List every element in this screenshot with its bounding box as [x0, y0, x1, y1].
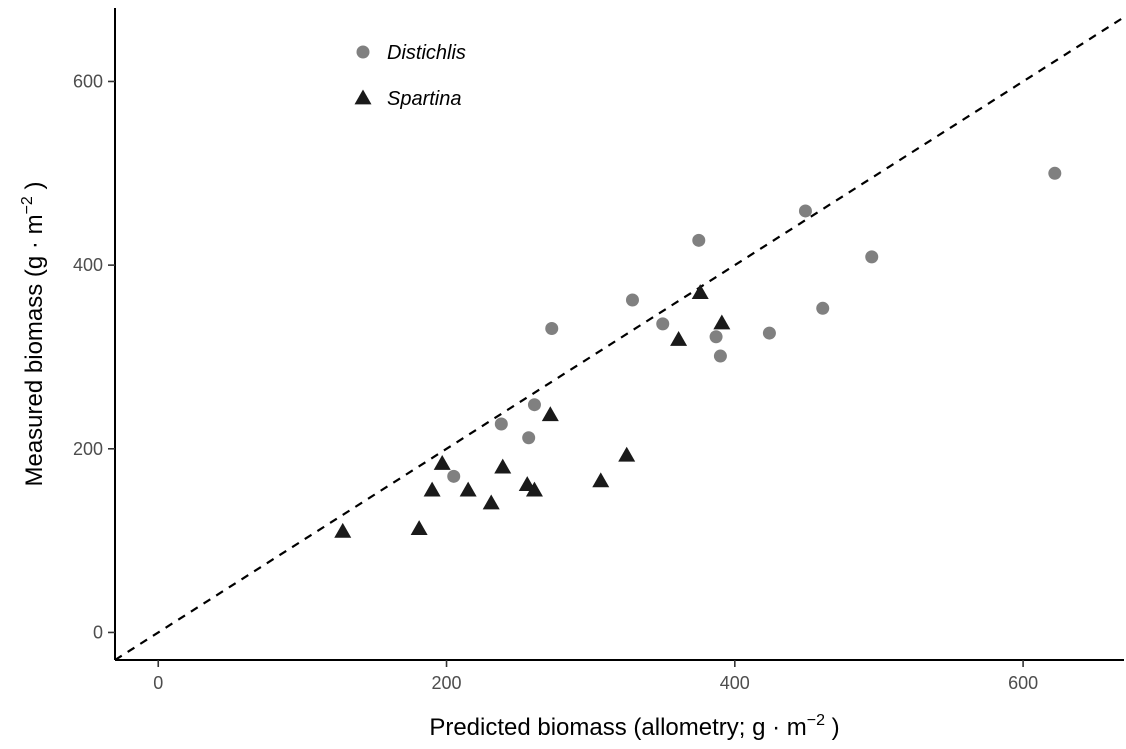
distichlis-point-0 [447, 469, 461, 483]
spartina-point-8 [525, 481, 543, 497]
x-tick-label: 0 [153, 673, 163, 693]
spartina-point-6 [494, 458, 512, 474]
distichlis-point-8 [709, 330, 723, 344]
legend-key-spartina [354, 89, 372, 105]
spartina-point-11 [618, 446, 636, 462]
distichlis-point-11 [798, 204, 812, 218]
distichlis-point-6 [656, 317, 670, 331]
spartina-point-10 [592, 472, 610, 488]
distichlis-point-7 [692, 233, 706, 247]
legend-label-spartina: Spartina [387, 88, 462, 110]
distichlis-point-10 [762, 326, 776, 340]
distichlis-point-1 [494, 417, 508, 431]
spartina-point-9 [541, 406, 559, 422]
y-tick-label: 400 [73, 255, 103, 275]
x-axis-title: Predicted biomass (allometry; g · m−2 ) [429, 712, 839, 741]
distichlis-point-9 [713, 349, 727, 363]
y-tick-label: 200 [73, 439, 103, 459]
legend-label-distichlis: Distichlis [387, 42, 466, 64]
spartina-point-2 [423, 481, 441, 497]
distichlis-point-4 [545, 321, 559, 335]
spartina-point-5 [482, 494, 500, 510]
y-axis-title: Measured biomass (g · m−2 ) [19, 181, 48, 486]
y-tick-label: 0 [93, 622, 103, 642]
x-tick-label: 600 [1008, 673, 1038, 693]
distichlis-point-12 [816, 301, 830, 315]
y-tick-label: 600 [73, 71, 103, 91]
distichlis-point-13 [865, 250, 879, 264]
distichlis-point-2 [522, 431, 536, 445]
distichlis-point-14 [1048, 166, 1062, 180]
spartina-point-1 [410, 520, 428, 536]
reference-line-1-to-1 [114, 16, 1125, 661]
legend-key-distichlis [356, 45, 370, 59]
spartina-point-13 [691, 284, 709, 300]
spartina-point-4 [459, 481, 477, 497]
distichlis-point-3 [527, 398, 541, 412]
spartina-point-12 [670, 331, 688, 346]
spartina-point-14 [713, 314, 731, 330]
spartina-point-0 [334, 522, 352, 538]
spartina-point-3 [433, 454, 451, 470]
x-tick-label: 200 [432, 673, 462, 693]
distichlis-point-5 [625, 293, 639, 307]
x-tick-label: 400 [720, 673, 750, 693]
